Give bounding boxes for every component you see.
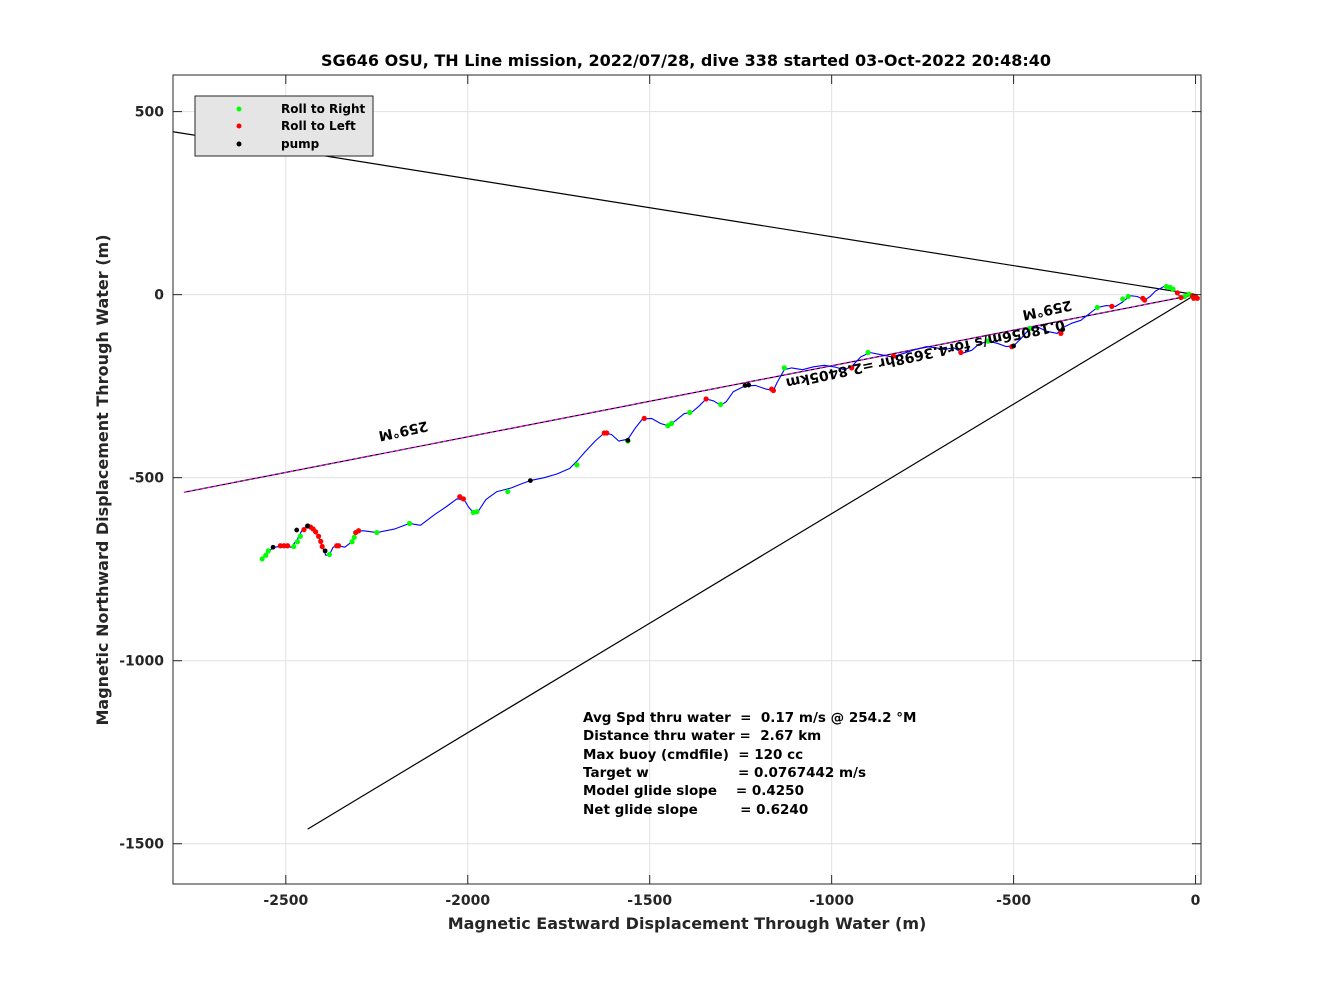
roll-right-point	[294, 539, 301, 545]
roll-right-point	[474, 509, 480, 515]
marker-group	[259, 283, 1200, 562]
y-tick-label: -500	[129, 471, 164, 487]
roll-right-point	[406, 520, 413, 527]
x-tick-label: 0	[1191, 893, 1201, 909]
roll-left-point	[1190, 293, 1196, 299]
stats-block: Avg Spd thru water = 0.17 m/s @ 254.2 °M…	[583, 710, 916, 818]
roll-left-point	[319, 543, 325, 550]
legend: Roll to Right Roll to Left pump	[194, 95, 374, 157]
roll-right-point	[985, 338, 991, 344]
roll-right-point	[291, 543, 297, 550]
roll-left-point	[1058, 330, 1064, 337]
y-tick-label: 500	[135, 105, 164, 121]
roll-right-point	[865, 349, 871, 356]
roll-left-point	[281, 543, 287, 549]
roll-right-point	[1120, 296, 1126, 302]
pump-point	[270, 544, 276, 550]
roll-right-point	[1125, 293, 1131, 300]
pump-point	[625, 437, 631, 443]
roll-left-point	[770, 387, 777, 394]
x-tick-label: -1500	[627, 893, 672, 909]
roll-left-point	[1141, 297, 1148, 303]
roll-left-point	[313, 529, 319, 535]
roll-left-point	[315, 533, 322, 539]
legend-label-roll-left: Roll to Left	[281, 119, 356, 133]
roll-left-point	[285, 543, 291, 549]
roll-left-point	[890, 353, 897, 359]
stat-distance: Distance thru water = 2.67 km	[583, 728, 821, 744]
chart-title: SG646 OSU, TH Line mission, 2022/07/28, …	[321, 51, 1051, 70]
legend-marker-roll-left	[236, 123, 242, 129]
roll-left-point	[355, 528, 362, 534]
roll-right-point	[259, 556, 265, 562]
x-tick-label: -2000	[445, 893, 490, 909]
legend-marker-roll-right	[236, 106, 242, 112]
pump-point	[746, 382, 752, 388]
roll-right-point	[265, 548, 271, 554]
pump-point	[322, 548, 328, 554]
roll-right-point	[687, 409, 693, 416]
roll-right-point	[351, 534, 357, 540]
pump-point	[305, 523, 311, 529]
x-tick-label: -500	[996, 893, 1031, 909]
pump-point	[742, 383, 748, 388]
roll-left-point	[301, 527, 307, 533]
roll-left-point	[641, 415, 647, 421]
plot-frame	[172, 74, 1202, 885]
x-tick-label: -2500	[263, 893, 308, 909]
roll-left-point	[318, 538, 324, 544]
roll-left-point	[1178, 294, 1184, 301]
heading-dashed-line	[183, 294, 1196, 493]
roll-left-point	[1174, 290, 1180, 296]
pump-point	[1011, 343, 1016, 349]
axis-ticks: -2500 -2000 -1500 -1000 -500 0 500 0 -500 -1000 -1…	[119, 75, 1201, 909]
reference-lines	[172, 131, 1196, 830]
roll-right-point	[1027, 325, 1033, 331]
y-tick-label: -1500	[119, 837, 164, 853]
roll-right-point	[349, 539, 355, 545]
reference-line	[307, 294, 1196, 830]
roll-right-point	[668, 420, 675, 427]
roll-left-point	[703, 396, 709, 402]
pump-point	[1060, 327, 1066, 332]
roll-right-point	[1170, 286, 1176, 292]
roll-left-point	[604, 430, 610, 436]
stat-net-glide: Net glide slope = 0.6240	[583, 802, 808, 818]
stat-model-glide: Model glide slope = 0.4250	[583, 783, 804, 799]
grid-lines	[173, 75, 1201, 884]
reference-line	[172, 131, 1196, 296]
roll-left-point	[849, 365, 855, 371]
legend-label-pump: pump	[281, 137, 320, 151]
y-tick-label: -1000	[119, 654, 164, 670]
y-axis-title: Magnetic Northward Displacement Through …	[93, 234, 112, 725]
stat-avg-speed: Avg Spd thru water = 0.17 m/s @ 254.2 °M	[583, 710, 916, 726]
roll-left-point	[460, 496, 466, 502]
y-tick-label: 0	[154, 288, 164, 304]
roll-right-point	[374, 529, 380, 536]
pump-point	[527, 478, 533, 483]
roll-left-point	[958, 349, 964, 356]
roll-right-point	[781, 365, 787, 371]
roll-right-point	[718, 401, 724, 408]
roll-left-point	[277, 543, 283, 549]
roll-right-point	[1094, 304, 1100, 311]
legend-box	[194, 95, 374, 157]
legend-label-roll-right: Roll to Right	[281, 102, 366, 116]
roll-right-point	[574, 462, 580, 468]
x-tick-label: -1000	[809, 893, 854, 909]
legend-marker-pump	[236, 141, 242, 147]
roll-right-point	[505, 488, 511, 495]
roll-right-point	[297, 533, 303, 539]
pump-point	[294, 527, 300, 533]
roll-left-point	[1109, 303, 1115, 309]
stat-target-w: Target w = 0.0767442 m/s	[583, 765, 866, 781]
roll-right-point	[263, 552, 269, 558]
stat-max-buoy: Max buoy (cmdfile) = 120 cc	[583, 747, 803, 763]
x-axis-title: Magnetic Eastward Displacement Through W…	[448, 914, 927, 933]
roll-right-point	[326, 551, 333, 558]
roll-left-point	[335, 543, 342, 549]
plot-area	[173, 75, 1201, 884]
